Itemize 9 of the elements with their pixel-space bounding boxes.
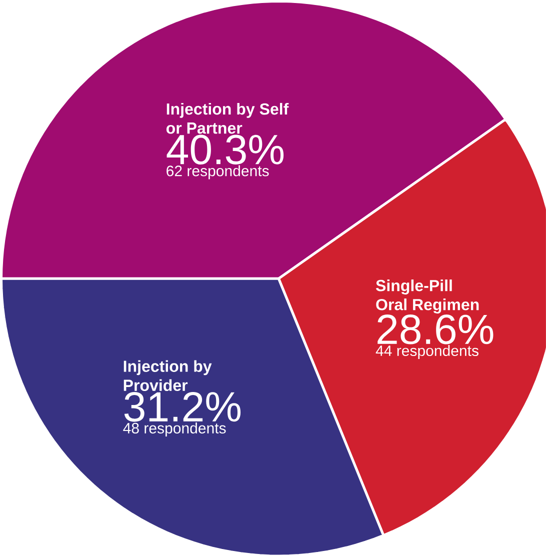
text: 44 respondents xyxy=(376,345,478,360)
text: 62 respondents xyxy=(166,165,269,180)
text: 48 respondents xyxy=(123,422,226,436)
slice-label: Single-Pill Oral Regimen xyxy=(376,279,479,314)
data-label: 40.3% xyxy=(166,134,284,164)
data-label: 28.6% xyxy=(378,314,494,344)
slice-label: Injection by Provider xyxy=(124,360,212,391)
data-label: 31.2% xyxy=(124,392,241,422)
slice-label: Injection by Self or Partner xyxy=(166,102,289,134)
